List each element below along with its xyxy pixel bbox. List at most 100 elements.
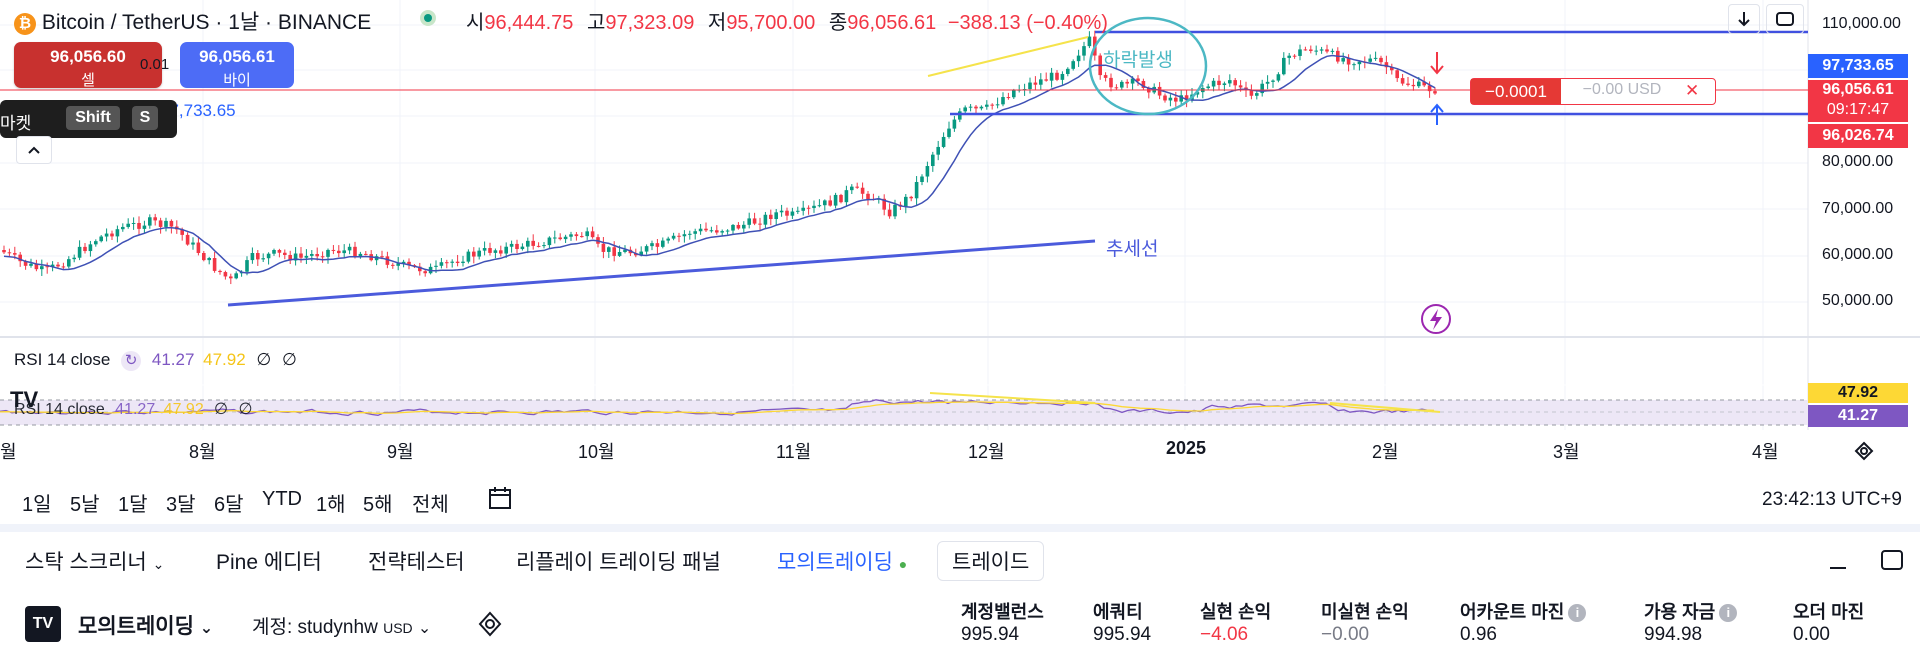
range-1d[interactable]: 1일 — [22, 494, 52, 516]
collapse-button[interactable] — [16, 136, 52, 164]
candle-body — [212, 258, 217, 271]
candle-body — [439, 262, 444, 266]
candle-body — [844, 190, 849, 203]
candle-body — [866, 193, 870, 199]
range-3m[interactable]: 3달 — [166, 494, 196, 516]
candle-body — [180, 229, 184, 235]
candle-body — [1136, 78, 1140, 81]
market-open-icon — [420, 10, 436, 26]
down-arrow-icon — [1430, 52, 1444, 75]
close-order-icon[interactable]: ✕ — [1685, 81, 1700, 100]
candle-body — [531, 240, 535, 246]
candle-body — [1141, 80, 1146, 88]
candle-body — [1325, 49, 1329, 52]
candle-body — [1427, 85, 1432, 92]
candle-body — [1125, 81, 1129, 84]
status-dot-icon: ● — [898, 556, 908, 572]
time-tick: 10월 — [578, 442, 615, 462]
chevron-down-icon: ⌄ — [417, 620, 432, 637]
candle-body — [1184, 95, 1189, 101]
order-line-widget[interactable]: −0.0001 −0.00 USD ✕ — [1470, 78, 1716, 105]
drop-annotation[interactable]: 하락발생 — [1103, 50, 1173, 71]
candle-body — [1028, 82, 1032, 90]
support-price-tag: 96,026.74 — [1808, 124, 1908, 148]
fullscreen-icon — [1776, 12, 1794, 26]
tab-paper-trading[interactable]: 모의트레이딩 ● — [777, 551, 908, 574]
symbol-title: Bitcoin / TetherUS · 1날 · BINANCE — [41, 11, 372, 34]
range-1y[interactable]: 1해 — [316, 494, 346, 516]
lightning-icon — [1421, 304, 1451, 334]
candle-body — [515, 243, 519, 250]
candle-body — [671, 235, 676, 239]
candle-body — [326, 249, 330, 257]
candle-body — [1044, 79, 1048, 81]
account-selector[interactable]: 계정: studynhw USD ⌄ — [252, 617, 432, 638]
buy-button[interactable]: 96,056.61 바이 — [180, 42, 294, 89]
candle-body — [747, 218, 751, 225]
trendline-annotation[interactable]: 추세선 — [1106, 239, 1159, 260]
tab-pine-editor[interactable]: Pine 에디터 — [216, 551, 322, 574]
range-all[interactable]: 전체 — [412, 494, 449, 516]
candle-body — [1206, 86, 1210, 89]
rsi-legend[interactable]: RSI 14 close ↻ 41.27 47.92 ∅ ∅ — [14, 350, 297, 371]
chevron-down-icon: ⌄ — [152, 556, 165, 572]
candle-body — [358, 253, 363, 257]
stat-label-unrealized-pnl: 미실현 손익 — [1321, 602, 1409, 622]
refresh-icon[interactable]: ↻ — [121, 351, 142, 371]
range-1m[interactable]: 1달 — [118, 494, 148, 516]
range-5d[interactable]: 5날 — [70, 494, 100, 516]
range-6m[interactable]: 6달 — [214, 494, 244, 516]
candle-body — [1222, 83, 1227, 86]
candle-body — [272, 250, 276, 254]
candle-body — [202, 253, 206, 261]
clock[interactable]: 23:42:13 UTC+9 — [1762, 489, 1902, 510]
chart-settings-icon[interactable] — [1853, 440, 1875, 467]
minimize-icon[interactable] — [1828, 552, 1848, 577]
fullscreen-button[interactable] — [1766, 4, 1804, 34]
candle-body — [904, 196, 908, 207]
price-chart[interactable] — [0, 0, 1920, 440]
calendar-icon[interactable] — [487, 485, 515, 518]
chart-area[interactable]: ₿ Bitcoin / TetherUS · 1날 · BINANCE 시96,… — [0, 0, 1920, 462]
candle-body — [574, 234, 579, 237]
buy-label: 바이 — [223, 72, 251, 89]
candle-body — [261, 258, 265, 260]
candle-body — [1233, 80, 1237, 86]
symbol-header[interactable]: ₿ Bitcoin / TetherUS · 1날 · BINANCE — [14, 6, 371, 36]
scroll-down-button[interactable] — [1728, 4, 1760, 34]
candle-body — [693, 231, 697, 234]
trade-button[interactable]: 트레이드 — [937, 541, 1045, 581]
candle-body — [1379, 57, 1383, 63]
candle-body — [763, 214, 768, 225]
candle-body — [526, 240, 530, 247]
candle-body — [223, 272, 228, 277]
tab-strategy-tester[interactable]: 전략테스터 — [368, 551, 465, 574]
sell-button[interactable]: 96,056.60 셀 — [14, 42, 162, 89]
candle-body — [720, 231, 724, 233]
candle-body — [1341, 58, 1345, 62]
candle-body — [569, 234, 573, 237]
candle-body — [1211, 80, 1216, 87]
candle-body — [50, 264, 55, 267]
candle-body — [218, 270, 222, 273]
candle-body — [774, 212, 778, 220]
candle-body — [234, 273, 238, 279]
candle-body — [142, 225, 147, 229]
candle-body — [617, 252, 622, 256]
range-ytd[interactable]: YTD — [262, 488, 302, 510]
candle-body — [968, 106, 973, 108]
candle-body — [823, 200, 827, 206]
range-5y[interactable]: 5해 — [363, 494, 393, 516]
stat-value-realized-pnl: −4.06 — [1200, 624, 1249, 645]
maximize-icon[interactable] — [1880, 548, 1904, 577]
candle-body — [1330, 50, 1335, 52]
price-tick: 110,000.00 — [1822, 15, 1901, 32]
tab-replay-panel[interactable]: 리플레이 트레이딩 패널 — [516, 551, 721, 574]
account-settings-icon[interactable] — [476, 610, 504, 643]
tab-stock-screener[interactable]: 스탁 스크리너 ⌄ — [25, 551, 165, 574]
highlight-ellipse — [1088, 16, 1208, 116]
candle-body — [499, 250, 503, 254]
candle-body — [1422, 81, 1426, 86]
broker-selector[interactable]: 모의트레이딩 ⌄ — [78, 615, 214, 638]
order-qty[interactable]: −0.0001 — [1471, 79, 1561, 104]
